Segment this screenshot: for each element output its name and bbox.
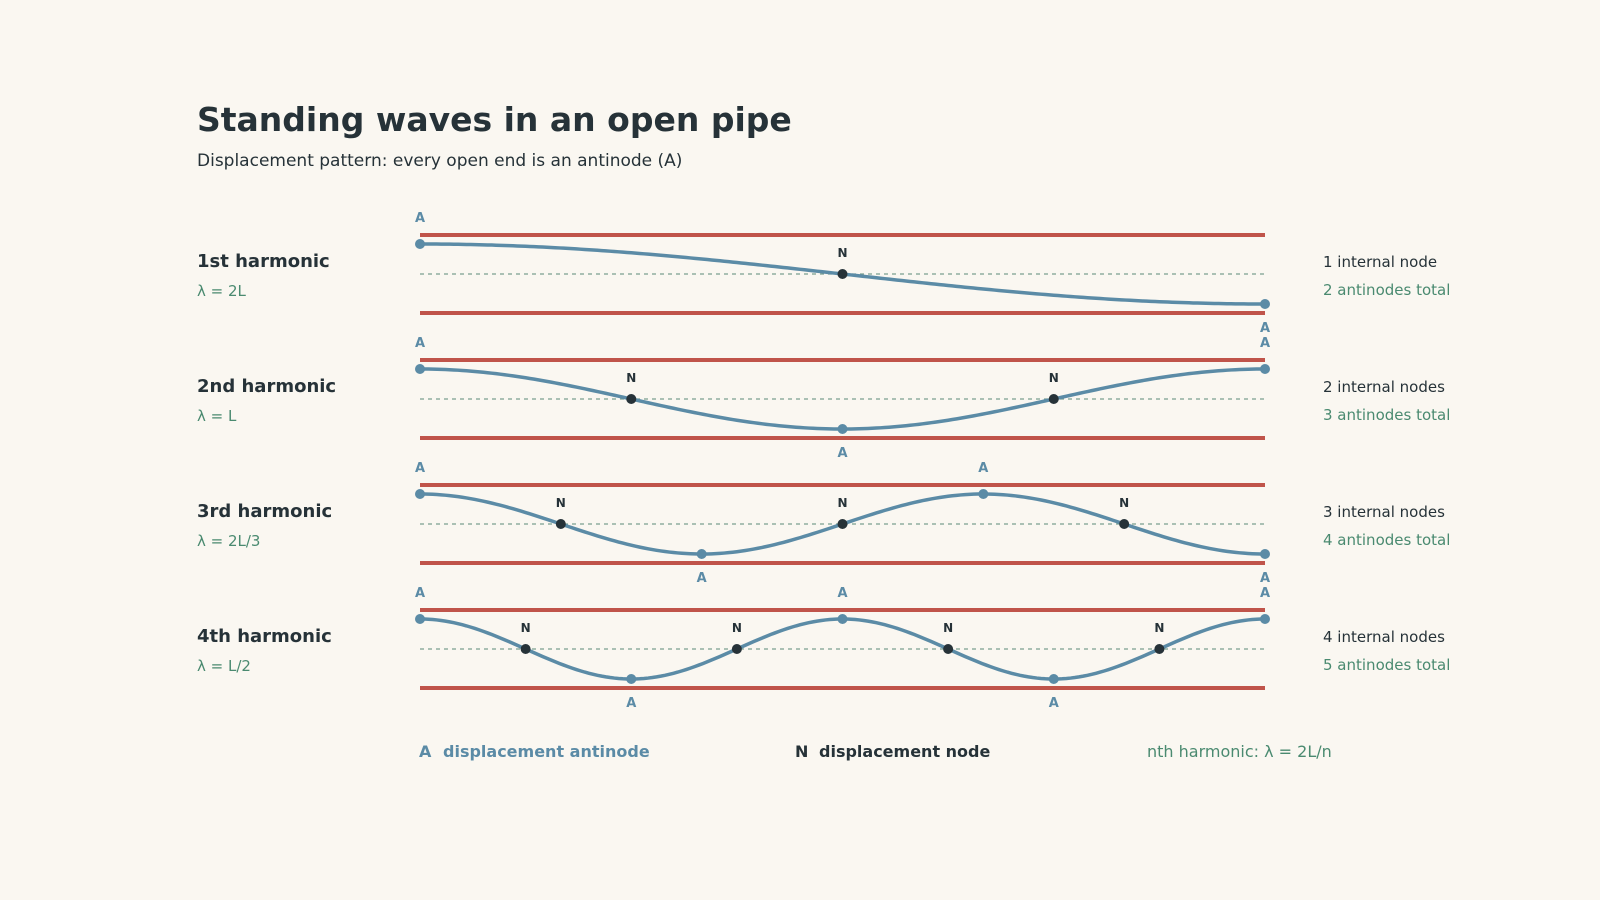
harmonic-row-3: 3rd harmonic λ = 2L/3 3 internal nodes 4 an… [197,461,1450,586]
harmonic-row-1: 1st harmonic λ = 2L 1 internal node 2 antin… [197,211,1450,336]
antinode-dot [415,489,425,499]
legend-antinode-symbol: A [419,742,432,761]
harmonic-label: 3rd harmonic [197,501,332,522]
harmonic-label: 2nd harmonic [197,376,336,397]
wave-curve [418,617,1267,681]
wavelength-label: λ = 2L [197,282,247,300]
harmonic-row-4: 4th harmonic λ = L/2 4 internal nodes 5 ant… [197,586,1450,711]
antinode-dot [978,489,989,499]
antinode-dot [415,614,425,624]
antinode-label: A [1260,321,1270,336]
node-dot [1048,394,1059,404]
antinode-label: A [1260,586,1270,601]
node-dot [555,519,566,529]
antinodes-total-label: 3 antinodes total [1323,406,1450,424]
antinode-label: A [1260,571,1270,586]
antinode-dot [837,424,848,434]
antinode-dot [1260,299,1270,309]
antinode-dot [415,239,425,249]
internal-nodes-label: 1 internal node [1323,253,1437,271]
legend-formula: nth harmonic: λ = 2L/n [1147,742,1332,761]
node-dot [626,394,637,404]
page-subtitle: Displacement pattern: every open end is … [197,151,683,171]
node-label: N [1154,621,1164,635]
antinode-label: A [697,571,707,586]
harmonic-row-2: 2nd harmonic λ = L 2 internal nodes 3 antin… [197,336,1450,461]
node-dot [731,644,742,654]
harmonic-label: 4th harmonic [197,626,332,647]
antinode-dot [415,364,425,374]
antinodes-total-label: 5 antinodes total [1323,656,1450,674]
antinode-label: A [978,461,988,476]
node-dot [837,519,848,529]
internal-nodes-label: 4 internal nodes [1323,628,1445,646]
antinode-dot [1260,364,1270,374]
antinode-label: A [415,211,425,226]
legend-node-symbol: N [795,742,808,761]
internal-nodes-label: 3 internal nodes [1323,503,1445,521]
node-label: N [837,496,847,510]
node-dot [1119,519,1130,529]
wavelength-label: λ = L/2 [197,657,251,675]
node-dot [520,644,531,654]
node-dot [943,644,954,654]
antinode-label: A [837,446,847,461]
antinodes-total-label: 4 antinodes total [1323,531,1450,549]
wave-curve [418,367,1267,431]
antinode-label: A [837,586,847,601]
node-label: N [556,496,566,510]
antinode-label: A [1049,696,1059,711]
antinode-dot [696,549,707,559]
node-label: N [1119,496,1129,510]
antinode-label: A [415,461,425,476]
legend-antinode-text: displacement antinode [443,742,650,761]
antinode-dot [1048,674,1059,684]
antinode-dot [1260,614,1270,624]
antinode-dot [626,674,637,684]
internal-nodes-label: 2 internal nodes [1323,378,1445,396]
antinodes-total-label: 2 antinodes total [1323,281,1450,299]
wavelength-label: λ = 2L/3 [197,532,260,550]
harmonic-label: 1st harmonic [197,251,330,272]
page-title: Standing waves in an open pipe [197,100,792,139]
antinode-label: A [1260,336,1270,351]
antinode-label: A [415,336,425,351]
node-label: N [626,371,636,385]
node-label: N [1049,371,1059,385]
node-label: N [521,621,531,635]
legend-node-text: displacement node [819,742,991,761]
antinode-label: A [415,586,425,601]
node-label: N [837,246,847,260]
node-dot [1154,644,1165,654]
node-dot [837,269,848,279]
node-label: N [943,621,953,635]
wavelength-label: λ = L [197,407,237,425]
antinode-label: A [626,696,636,711]
antinode-dot [1260,549,1270,559]
node-label: N [732,621,742,635]
antinode-dot [837,614,848,624]
